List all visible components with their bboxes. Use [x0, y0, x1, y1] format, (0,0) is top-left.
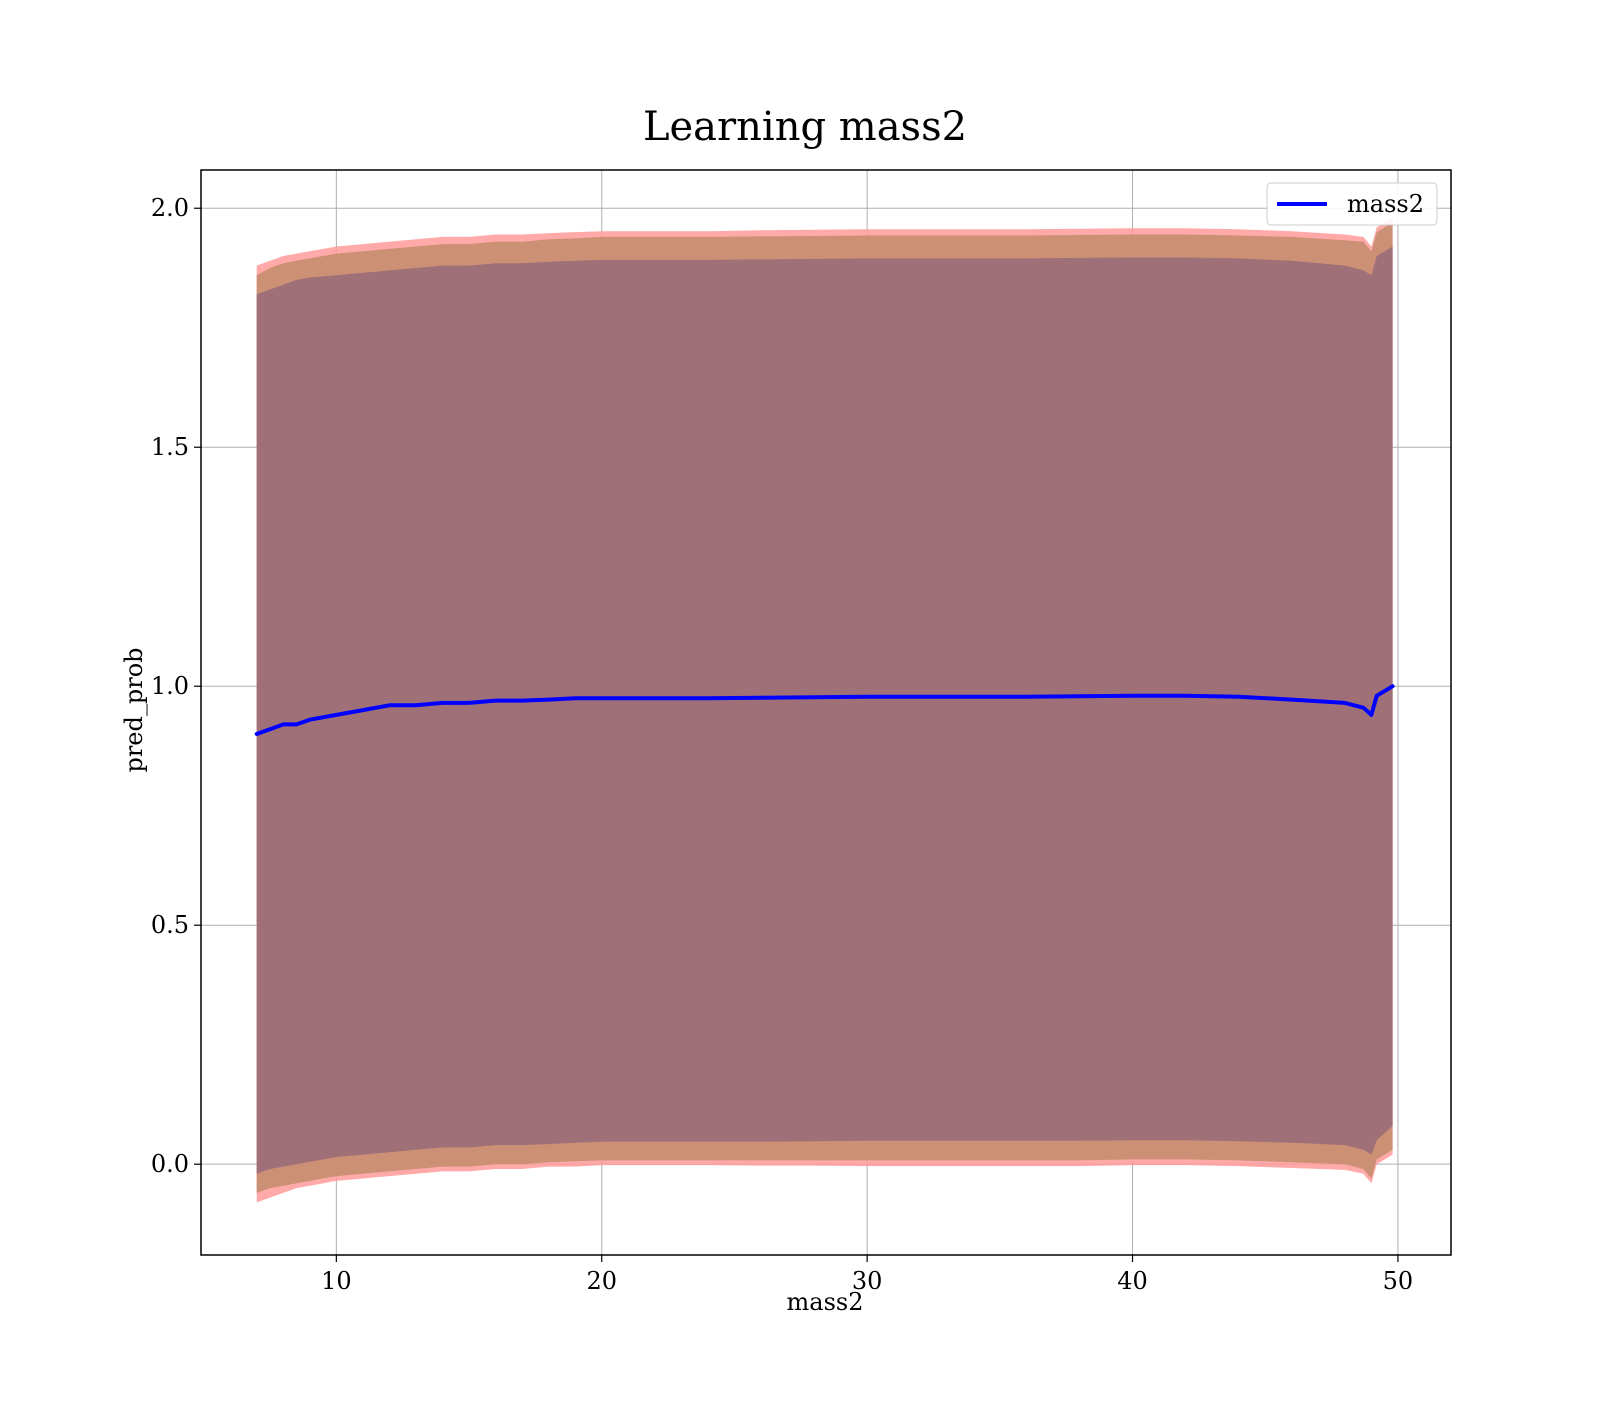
- y-tick-label: 0.5: [151, 911, 189, 939]
- series-layer: [254, 684, 1395, 736]
- y-tick-label: 1.0: [151, 672, 189, 700]
- plot-frame: [200, 169, 1452, 1256]
- legend-label-mass2: mass2: [1347, 190, 1424, 218]
- y-tick-label: 1.5: [151, 433, 189, 461]
- legend-box: [1266, 182, 1438, 226]
- legend: mass2: [1266, 182, 1438, 226]
- x-tick-label: 50: [1383, 1267, 1414, 1295]
- tick-layer: 10 20 30 40 50 0.0 0.5 1.0 1.5 2.0: [151, 194, 1413, 1295]
- x-tick-label: 10: [321, 1267, 352, 1295]
- y-axis-label: pred_prob: [120, 647, 148, 772]
- x-tick-label: 20: [586, 1267, 617, 1295]
- y-tick-label: 0.0: [151, 1150, 189, 1178]
- y-tick-label: 2.0: [151, 194, 189, 222]
- x-axis-label: mass2: [787, 1288, 864, 1316]
- series-line-mass2: [254, 684, 1395, 736]
- chart-title: Learning mass2: [643, 104, 967, 150]
- band-inner: [256, 246, 1393, 1174]
- x-tick-label: 40: [1117, 1267, 1148, 1295]
- x-tick-label: 30: [852, 1267, 883, 1295]
- confidence-bands: [256, 217, 1393, 1203]
